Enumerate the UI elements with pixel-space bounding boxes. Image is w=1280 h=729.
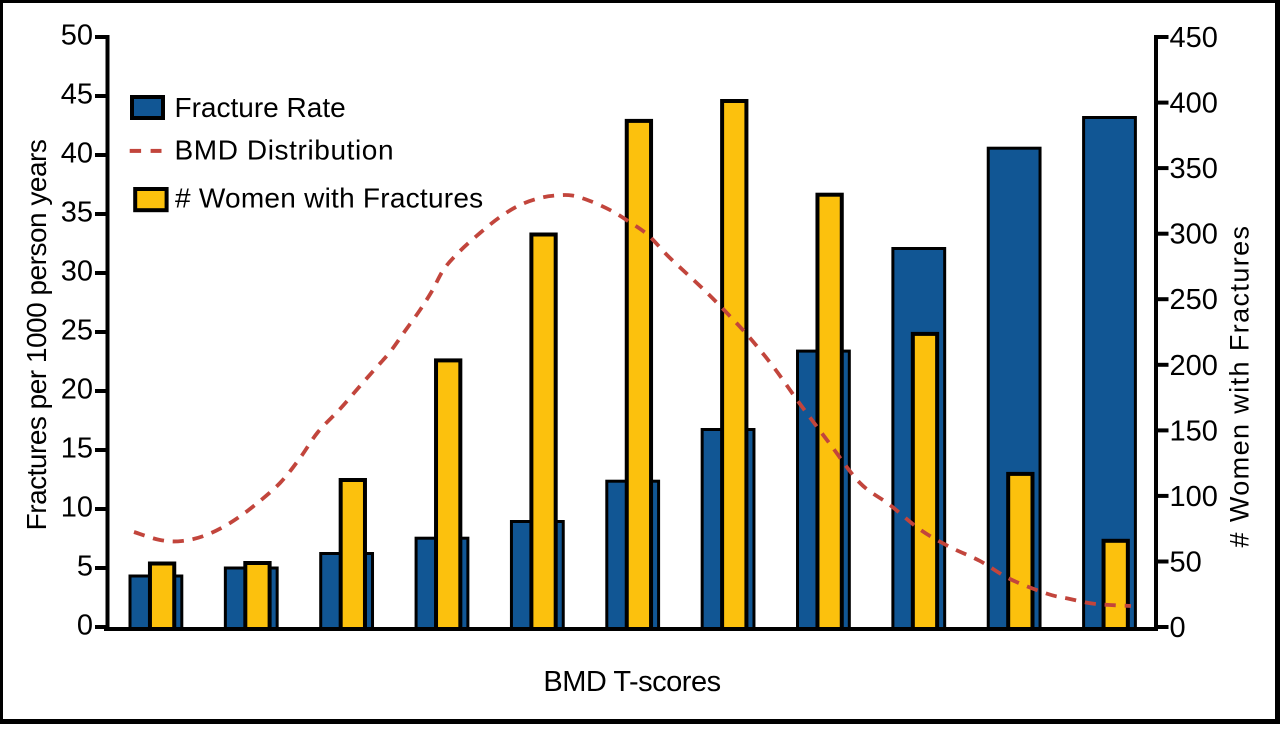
svg-text:50: 50 [61,20,93,52]
svg-text:# Women with Fractures: # Women with Fractures [1225,225,1255,548]
svg-text:400: 400 [1170,88,1218,120]
svg-text:50: 50 [1170,547,1202,579]
svg-text:450: 450 [1170,22,1218,54]
svg-text:0: 0 [1170,612,1186,644]
svg-text:Fractures per 1000 person year: Fractures per 1000 person years [21,140,52,531]
svg-text:0: 0 [77,610,93,642]
svg-text:200: 200 [1170,350,1218,382]
svg-text:100: 100 [1170,481,1218,513]
svg-text:# Women with Fractures: # Women with Fractures [175,183,483,214]
svg-text:350: 350 [1170,153,1218,185]
svg-text:10: 10 [61,492,93,524]
svg-text:45: 45 [61,79,93,111]
svg-text:150: 150 [1170,415,1218,447]
svg-text:15: 15 [61,433,93,465]
svg-text:25: 25 [61,315,93,347]
svg-text:Fracture Rate: Fracture Rate [175,92,346,123]
svg-text:40: 40 [61,138,93,170]
svg-text:30: 30 [61,256,93,288]
svg-text:BMD Distribution: BMD Distribution [175,135,395,166]
svg-text:250: 250 [1170,284,1218,316]
svg-text:20: 20 [61,374,93,406]
svg-text:35: 35 [61,197,93,229]
svg-text:BMD T-scores: BMD T-scores [543,666,720,698]
svg-text:300: 300 [1170,219,1218,251]
svg-text:5: 5 [77,551,93,583]
